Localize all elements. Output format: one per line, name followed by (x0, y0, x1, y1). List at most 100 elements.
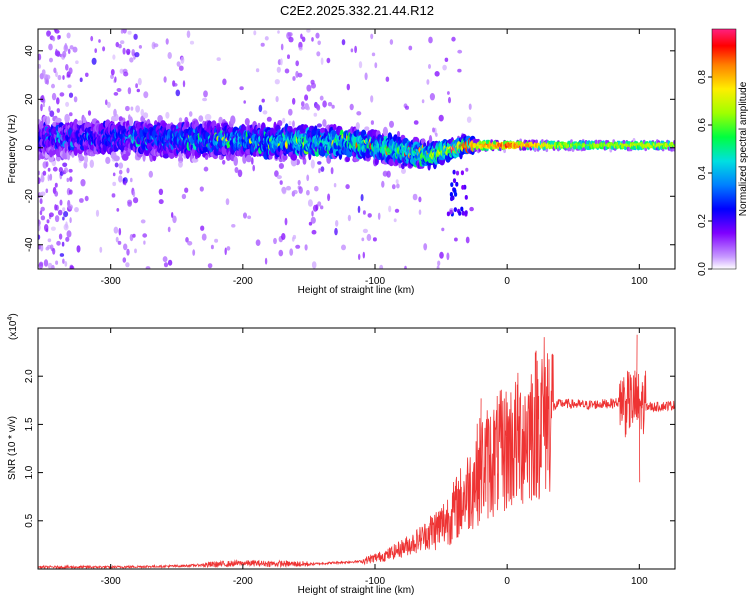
spectrogram-noise-cell (38, 223, 41, 232)
spectrogram-band-cell (233, 156, 238, 167)
spectrogram-noise-cell (39, 198, 43, 205)
spectrogram-x-label: Height of straight line (km) (298, 285, 415, 296)
spectrogram-noise-cell (153, 43, 159, 48)
spectrogram-noise-cell (41, 69, 46, 76)
spectrogram-noise-cell (59, 171, 64, 176)
spectrogram-noise-cell (307, 199, 313, 207)
spectrogram-noise-cell (57, 74, 62, 81)
spectrogram-noise-cell (288, 120, 292, 126)
spectrogram-noise-cell (62, 207, 66, 212)
spectrogram-noise-cell (95, 209, 100, 217)
spectrogram-noise-cell (468, 103, 472, 110)
spectrogram-noise-cell (358, 253, 361, 260)
spectrogram-noise-cell (441, 227, 445, 232)
spectrogram-noise-cell (234, 167, 239, 173)
spectrogram-noise-cell (361, 237, 365, 242)
spectrogram-noise-cell (66, 32, 71, 39)
spectrogram-noise-cell (297, 179, 301, 186)
spectrogram-noise-cell (426, 79, 430, 85)
spectrogram-noise-cell (386, 170, 391, 178)
spectrogram-noise-cell (381, 180, 385, 188)
colorbar-gradient (711, 28, 737, 270)
spectrogram-noise-cell (62, 75, 65, 80)
spectrogram-noise-cell (405, 105, 409, 110)
snr-x-tick-label: -300 (101, 576, 121, 587)
spectrogram-noise-cell (172, 83, 178, 87)
spectrogram-band-cell (202, 146, 208, 153)
spectrogram-noise-cell (74, 207, 79, 213)
spectrogram-noise-cell (118, 169, 123, 175)
spectrogram-noise-cell (444, 57, 449, 62)
spectrogram-noise-cell (301, 36, 306, 43)
spectrogram-noise-cell (148, 170, 153, 178)
spectrogram-noise-cell (423, 243, 428, 251)
spectrogram-band-cell (64, 113, 70, 123)
spectrogram-noise-cell (79, 77, 83, 83)
spectrogram-noise-cell (38, 53, 42, 61)
spectrogram-noise-cell (69, 265, 75, 269)
spectrogram-y-label: Frequency (Hz) (7, 115, 18, 184)
spectrogram-noise-cell (330, 167, 334, 175)
spectrogram-noise-cell (360, 194, 364, 202)
spectrogram-noise-cell (306, 174, 310, 182)
spectrogram-noise-cell (142, 233, 148, 238)
spectrogram-noise-cell (133, 33, 138, 40)
spectrogram-tail-cell (461, 210, 465, 216)
spectrogram-noise-cell (311, 261, 317, 269)
spectrogram-noise-cell (333, 183, 337, 188)
spectrogram-noise-cell (62, 50, 67, 58)
spectrogram-noise-cell (126, 248, 130, 256)
spectrogram-noise-cell (404, 265, 407, 269)
spectrogram-noise-cell (201, 233, 207, 241)
spectrogram-noise-cell (297, 72, 303, 78)
spectrogram-noise-cell (306, 189, 310, 196)
spectrogram-band-cell (319, 127, 327, 134)
spectrogram-noise-cell (65, 236, 70, 242)
spectrogram-noise-cell (49, 110, 55, 117)
spectrogram-noise-cell (72, 46, 78, 53)
snr-y-tick-label: 1.0 (24, 465, 35, 479)
spectrogram-noise-cell (457, 49, 463, 54)
spectrogram-noise-cell (457, 68, 462, 73)
spectrogram-noise-cell (118, 162, 124, 169)
colorbar-tick-label: 0.6 (697, 118, 708, 132)
spectrogram-noise-cell (341, 39, 346, 46)
spectrogram-noise-cell (466, 116, 472, 123)
spectrogram-noise-cell (64, 261, 68, 267)
spectrogram-noise-cell (68, 92, 74, 98)
spectrogram-noise-cell (59, 92, 65, 97)
spectrogram-noise-cell (311, 82, 316, 89)
spectrogram-noise-cell (76, 245, 81, 253)
spectrogram-noise-cell (428, 36, 433, 44)
spectrogram-noise-cell (349, 103, 354, 111)
spectrogram-noise-cell (320, 57, 324, 65)
spectrogram-noise-cell (137, 77, 142, 86)
spectrogram-noise-cell (311, 210, 314, 217)
colorbar-tick-label: 0.0 (697, 262, 708, 276)
spectrogram-noise-cell (61, 241, 65, 247)
spectrogram-noise-cell (357, 205, 361, 214)
spectrogram-noise-cell (40, 244, 44, 252)
spectrogram-noise-cell (264, 36, 269, 41)
spectrogram-band-cell (245, 154, 252, 163)
spectrogram-noise-cell (465, 236, 470, 244)
spectrogram-noise-cell (102, 46, 106, 52)
spectrogram-noise-cell (408, 45, 413, 51)
spectrogram-noise-cell (90, 35, 94, 42)
spectrogram-noise-cell (214, 238, 219, 243)
spectrogram-noise-cell (54, 190, 59, 197)
spectrogram-noise-cell (130, 177, 133, 183)
spectrogram-band-cell (84, 155, 88, 164)
spectrogram-noise-cell (132, 233, 136, 238)
spectrogram-tail-cell (461, 185, 465, 190)
spectrogram-noise-cell (287, 54, 290, 59)
spectrogram-noise-cell (73, 96, 78, 103)
colorbar-tick-label: 0.4 (697, 166, 708, 180)
spectrogram-noise-cell (313, 112, 318, 117)
spectrogram-noise-cell (69, 217, 72, 224)
spectrogram-noise-cell (46, 30, 52, 36)
spectrogram-band-cell (594, 139, 598, 145)
spectrogram-noise-cell (224, 247, 227, 256)
spectrogram-noise-cell (435, 132, 438, 137)
